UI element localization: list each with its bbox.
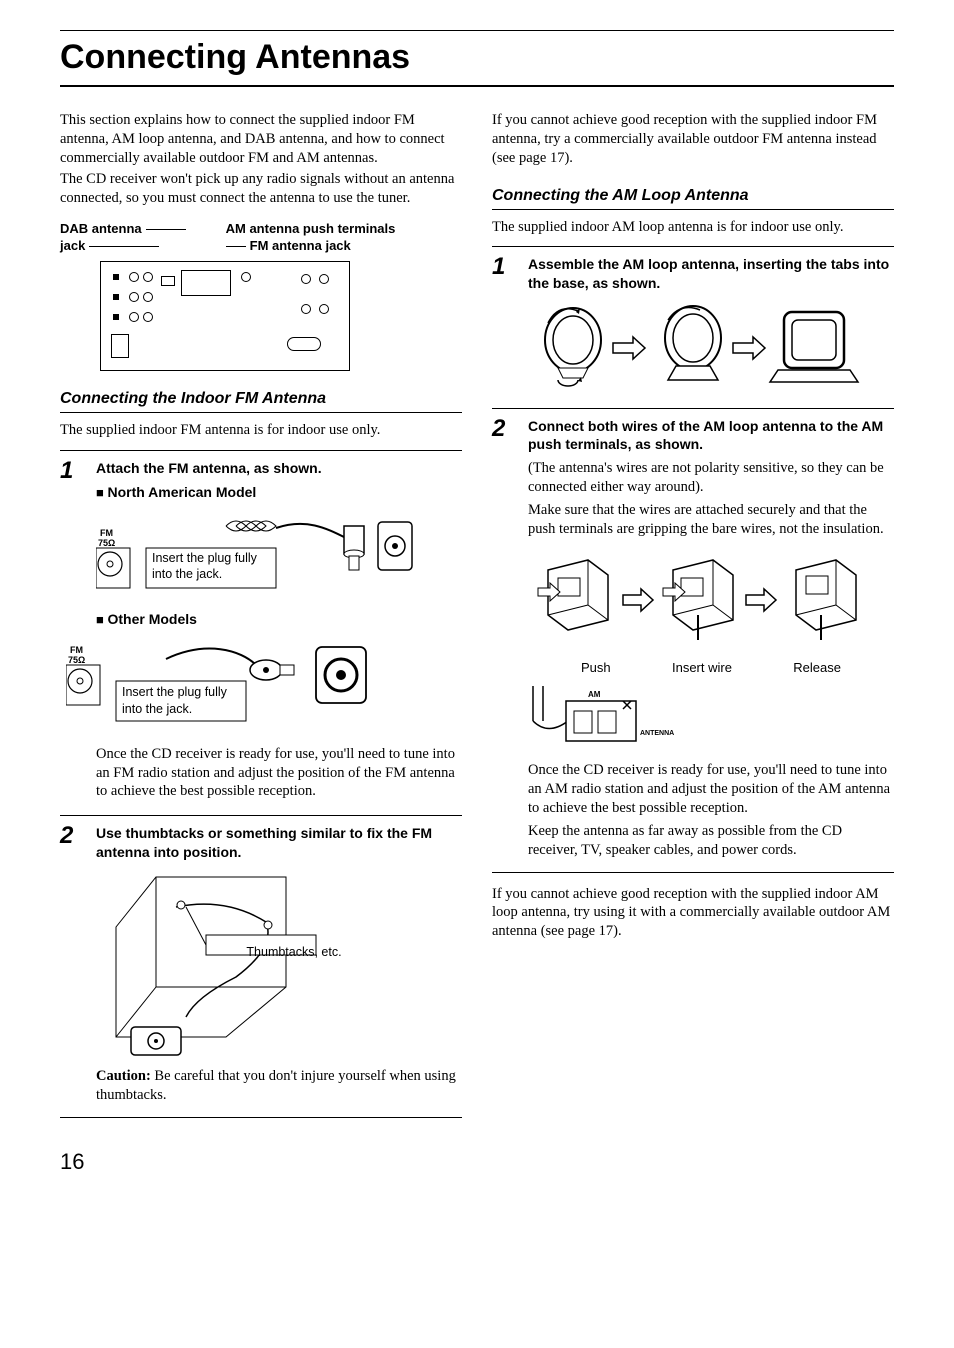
push-label: Push bbox=[581, 660, 611, 677]
am-assembly-figure bbox=[528, 298, 894, 388]
insert-plug-text-2: Insert the plug fully into the jack. bbox=[122, 684, 242, 717]
thumbtack-figure: Thumbtacks, etc. bbox=[96, 867, 462, 1073]
page-title: Connecting Antennas bbox=[60, 30, 894, 87]
svg-text:75Ω: 75Ω bbox=[68, 655, 85, 665]
other-models-label: Other Models bbox=[96, 610, 462, 629]
page-number: 16 bbox=[60, 1148, 894, 1177]
am-step2-after2: Keep the antenna as far away as possible… bbox=[528, 822, 894, 860]
am-step2-p1: (The antenna's wires are not polarity se… bbox=[528, 459, 894, 497]
connecting-am-heading: Connecting the AM Loop Antenna bbox=[492, 186, 894, 210]
dab-antenna-jack-label: DAB antenna bbox=[60, 221, 142, 238]
intro-paragraph-2: The CD receiver won't pick up any radio … bbox=[60, 170, 462, 208]
fm-step1-after: Once the CD receiver is ready for use, y… bbox=[96, 745, 462, 802]
am-step2-title: Connect both wires of the AM loop antenn… bbox=[528, 417, 894, 453]
svg-text:FM: FM bbox=[70, 645, 83, 655]
fm-step-2: 2 Use thumbtacks or something similar to… bbox=[60, 815, 462, 1108]
dab-antenna-jack-label-2: jack bbox=[60, 238, 85, 255]
na-model-label: North American Model bbox=[96, 483, 462, 502]
intro-paragraph-1: This section explains how to connect the… bbox=[60, 111, 462, 168]
caution-text: Caution: Be careful that you don't injur… bbox=[96, 1067, 462, 1105]
svg-text:ANTENNA: ANTENNA bbox=[640, 730, 674, 737]
fm-step2-title: Use thumbtacks or something similar to f… bbox=[96, 824, 462, 860]
insert-plug-text-1: Insert the plug fully into the jack. bbox=[152, 550, 272, 583]
svg-text:75Ω: 75Ω bbox=[98, 538, 115, 548]
am-step2-after1: Once the CD receiver is ready for use, y… bbox=[528, 761, 894, 818]
am-step-2: 2 Connect both wires of the AM loop ante… bbox=[492, 408, 894, 864]
fm-other-figure: FM 75Ω bbox=[66, 635, 462, 763]
am-step-number-2: 2 bbox=[492, 417, 516, 864]
am-intro-text: The supplied indoor AM loop antenna is f… bbox=[492, 218, 894, 237]
am-step2-p2: Make sure that the wires are attached se… bbox=[528, 501, 894, 539]
fm-step-1: 1 Attach the FM antenna, as shown. North… bbox=[60, 450, 462, 806]
fm-step1-title: Attach the FM antenna, as shown. bbox=[96, 459, 462, 477]
am-push-terminals-label: AM antenna push terminals bbox=[226, 221, 396, 238]
svg-text:AM: AM bbox=[588, 690, 601, 699]
am-push-terminal-figure bbox=[528, 550, 894, 650]
thumbtacks-label: Thumbtacks, etc. bbox=[244, 944, 344, 960]
right-column: If you cannot achieve good reception wit… bbox=[492, 111, 894, 1117]
svg-text:FM: FM bbox=[100, 528, 113, 538]
rear-panel-labels: DAB antenna jack AM antenna push termina… bbox=[60, 221, 462, 255]
right-bottom-paragraph: If you cannot achieve good reception wit… bbox=[492, 885, 894, 942]
am-step1-title: Assemble the AM loop antenna, inserting … bbox=[528, 255, 894, 291]
fm-antenna-jack-label: FM antenna jack bbox=[250, 238, 351, 255]
connecting-fm-heading: Connecting the Indoor FM Antenna bbox=[60, 389, 462, 413]
fm-intro-text: The supplied indoor FM antenna is for in… bbox=[60, 421, 462, 440]
am-terminal-rear-figure: AM ANTENNA bbox=[528, 681, 894, 751]
step-number-2: 2 bbox=[60, 824, 84, 1108]
rear-panel-diagram bbox=[100, 261, 350, 371]
right-top-paragraph: If you cannot achieve good reception wit… bbox=[492, 111, 894, 168]
two-column-layout: This section explains how to connect the… bbox=[60, 111, 894, 1117]
caution-label: Caution: bbox=[96, 1068, 151, 1084]
am-step-number-1: 1 bbox=[492, 255, 516, 397]
insert-wire-label: Insert wire bbox=[672, 660, 732, 677]
left-column: This section explains how to connect the… bbox=[60, 111, 462, 1117]
am-step-1: 1 Assemble the AM loop antenna, insertin… bbox=[492, 246, 894, 397]
release-label: Release bbox=[793, 660, 841, 677]
